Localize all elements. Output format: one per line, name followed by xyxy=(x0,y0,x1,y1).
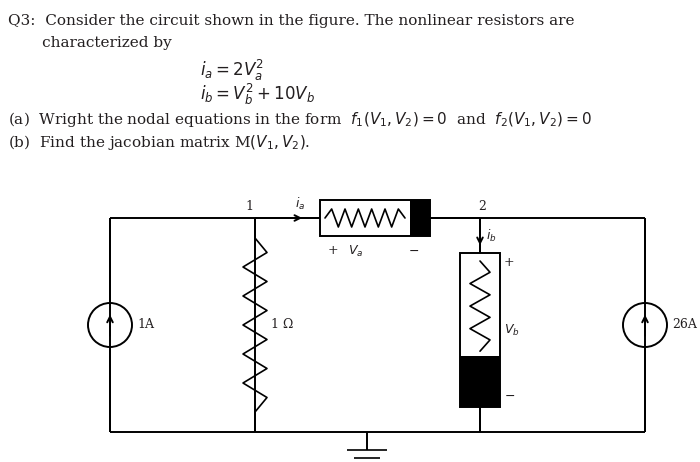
Text: 1: 1 xyxy=(245,200,253,213)
Text: (b)  Find the jacobian matrix M$(V_1,V_2)$.: (b) Find the jacobian matrix M$(V_1,V_2)… xyxy=(8,133,310,152)
Text: $i_a$: $i_a$ xyxy=(295,196,305,212)
Text: +: + xyxy=(328,244,339,257)
Bar xyxy=(320,200,430,236)
Bar xyxy=(410,200,430,236)
Text: Q3:  Consider the circuit shown in the figure. The nonlinear resistors are: Q3: Consider the circuit shown in the fi… xyxy=(8,14,575,28)
Text: 26A: 26A xyxy=(672,318,697,332)
Text: $V_a$: $V_a$ xyxy=(348,244,363,259)
Text: characterized by: characterized by xyxy=(8,36,171,50)
Text: (a)  Wright the nodal equations in the form  $f_1(V_1,V_2) = 0$  and  $f_2(V_1,V: (a) Wright the nodal equations in the fo… xyxy=(8,110,592,129)
Text: +: + xyxy=(504,256,514,269)
Text: 1A: 1A xyxy=(137,318,154,332)
Text: $-$: $-$ xyxy=(408,244,419,257)
Bar xyxy=(460,253,500,407)
Text: $V_b$: $V_b$ xyxy=(504,322,519,338)
Text: 2: 2 xyxy=(478,200,486,213)
Text: $i_b$: $i_b$ xyxy=(486,228,496,244)
Bar xyxy=(460,356,500,407)
Text: $-$: $-$ xyxy=(504,389,515,401)
Text: $i_a = 2V_a^2$: $i_a = 2V_a^2$ xyxy=(200,58,264,83)
Text: 1 Ω: 1 Ω xyxy=(271,318,293,332)
Text: $i_b = V_b^2 + 10V_b$: $i_b = V_b^2 + 10V_b$ xyxy=(200,82,315,107)
